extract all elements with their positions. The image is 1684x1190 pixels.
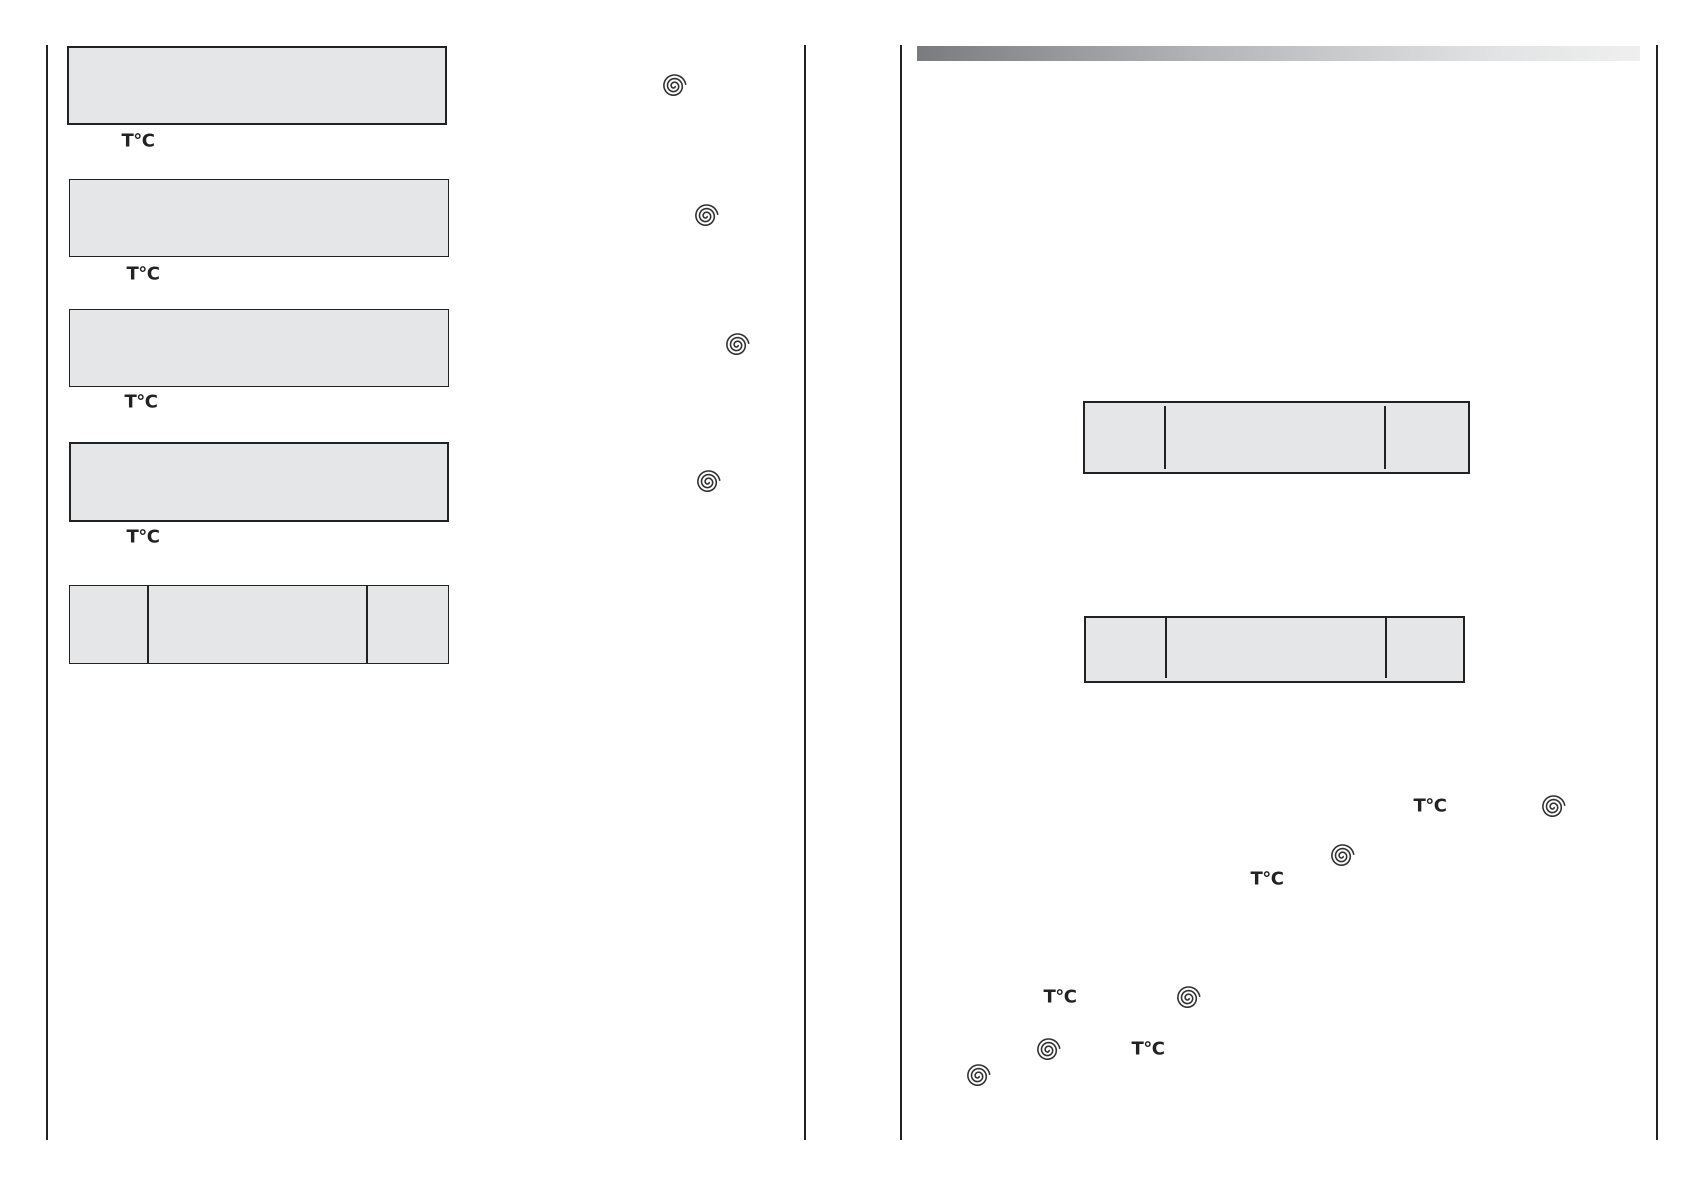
spiral-icon [967,1064,991,1087]
display-panel-1 [67,46,447,125]
temperature-label: T°C [1131,1038,1166,1060]
display-panel-6 [1083,401,1470,474]
spiral-icon [1177,986,1201,1009]
temperature-label: T°C [1413,795,1448,817]
left-page-margin-line [46,45,48,1140]
temperature-label: T°C [124,391,159,413]
display-panel-4 [69,442,449,522]
right-page-margin-line [1656,45,1658,1140]
spiral-icon [1037,1038,1061,1061]
display-panel-7 [1084,616,1465,683]
spiral-icon [697,470,721,493]
display-panel-2 [69,179,449,257]
temperature-label: T°C [1043,986,1078,1008]
temperature-label: T°C [126,526,161,548]
spiral-icon [663,74,687,97]
display-panel-5 [69,585,449,664]
section-header-bar [917,46,1640,61]
spiral-icon [726,333,750,356]
temperature-label: T°C [126,263,161,285]
right-page-left-line [900,45,902,1140]
temperature-label: T°C [1250,868,1285,890]
spiral-icon [1542,795,1566,818]
spiral-icon [1331,844,1355,867]
display-panel-3 [69,309,449,387]
spiral-icon [695,204,719,227]
left-page-right-line [804,45,806,1140]
temperature-label: T°C [121,130,156,152]
